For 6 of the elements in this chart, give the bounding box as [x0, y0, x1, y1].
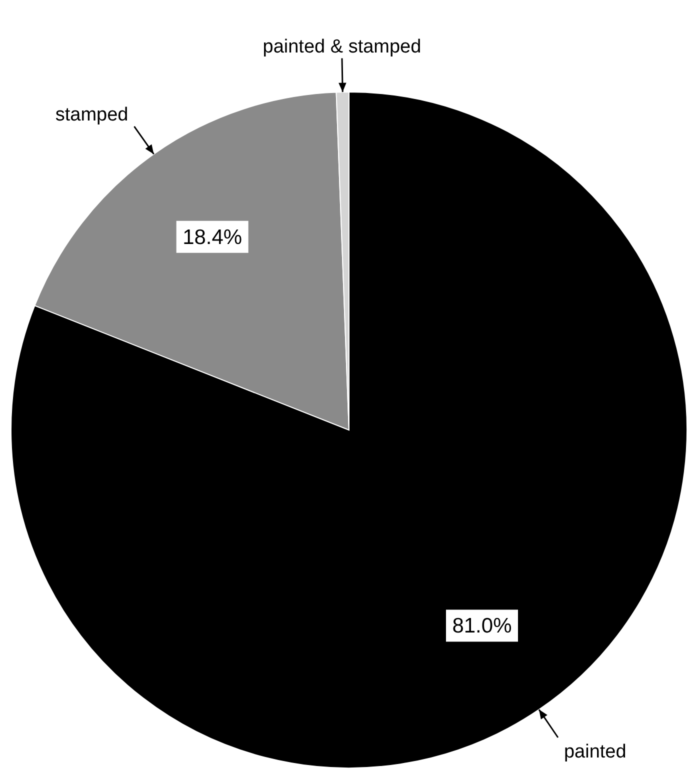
data-label: 18.4%	[182, 226, 242, 249]
data-label: 81.0%	[452, 614, 512, 638]
slice-label: painted & stamped	[262, 36, 422, 58]
pie-slice	[10, 92, 688, 768]
slice-label: stamped	[55, 104, 128, 126]
slice-label: painted	[564, 742, 626, 763]
